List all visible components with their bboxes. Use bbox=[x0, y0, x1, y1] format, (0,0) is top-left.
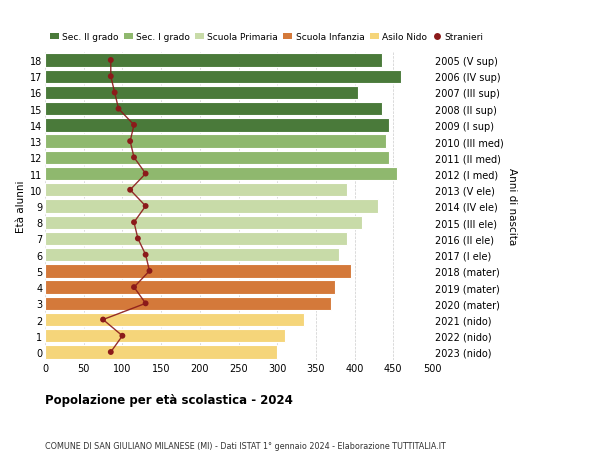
Point bbox=[129, 284, 139, 291]
Point bbox=[141, 300, 151, 308]
Point bbox=[133, 235, 143, 243]
Point bbox=[141, 203, 151, 210]
Point bbox=[129, 154, 139, 162]
Text: COMUNE DI SAN GIULIANO MILANESE (MI) - Dati ISTAT 1° gennaio 2024 - Elaborazione: COMUNE DI SAN GIULIANO MILANESE (MI) - D… bbox=[45, 441, 446, 450]
Point bbox=[106, 348, 116, 356]
Point bbox=[106, 73, 116, 81]
Point bbox=[125, 187, 135, 194]
Point bbox=[106, 57, 116, 65]
Text: Popolazione per età scolastica - 2024: Popolazione per età scolastica - 2024 bbox=[45, 393, 293, 406]
Point bbox=[98, 316, 108, 324]
Bar bbox=[45, 281, 335, 294]
Bar bbox=[45, 248, 339, 262]
Point bbox=[129, 219, 139, 226]
Bar bbox=[45, 135, 386, 148]
Point bbox=[110, 90, 119, 97]
Point bbox=[118, 332, 127, 340]
Bar bbox=[45, 265, 351, 278]
Point bbox=[114, 106, 124, 113]
Point bbox=[125, 138, 135, 146]
Point bbox=[141, 170, 151, 178]
Point bbox=[145, 268, 154, 275]
Bar bbox=[45, 151, 389, 165]
Bar bbox=[45, 168, 397, 181]
Y-axis label: Anni di nascita: Anni di nascita bbox=[508, 168, 517, 245]
Bar bbox=[45, 216, 362, 230]
Legend: Sec. II grado, Sec. I grado, Scuola Primaria, Scuola Infanzia, Asilo Nido, Stran: Sec. II grado, Sec. I grado, Scuola Prim… bbox=[50, 33, 484, 42]
Bar bbox=[45, 103, 382, 116]
Point bbox=[129, 122, 139, 129]
Bar bbox=[45, 232, 347, 246]
Bar bbox=[45, 330, 285, 343]
Bar bbox=[45, 346, 277, 359]
Bar bbox=[45, 184, 347, 197]
Point bbox=[141, 252, 151, 259]
Y-axis label: Età alunni: Età alunni bbox=[16, 180, 26, 233]
Bar bbox=[45, 297, 331, 310]
Bar bbox=[45, 70, 401, 84]
Bar bbox=[45, 200, 378, 213]
Bar bbox=[45, 54, 382, 67]
Bar bbox=[45, 313, 304, 326]
Bar bbox=[45, 119, 389, 132]
Bar bbox=[45, 87, 358, 100]
